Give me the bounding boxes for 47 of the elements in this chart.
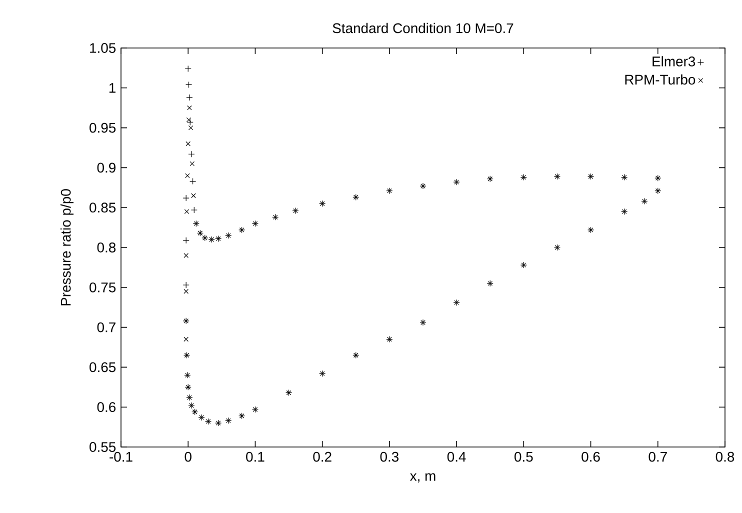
point — [188, 125, 194, 130]
x-tick-label: -0.1 — [110, 452, 132, 462]
y-tick-label: 0.55 — [90, 442, 116, 452]
point — [190, 206, 198, 214]
point — [184, 209, 190, 214]
point — [185, 81, 192, 88]
point — [191, 193, 196, 198]
point — [182, 282, 190, 288]
legend-label: RPM-Turbo — [625, 74, 696, 85]
y-tick-label: 0.8 — [97, 242, 116, 252]
x-axis-title: x, m — [410, 473, 436, 483]
y-tick-label: 0.65 — [90, 362, 116, 372]
y-tick-label: 1 — [109, 83, 116, 93]
point — [184, 288, 189, 294]
point — [186, 141, 191, 146]
y-tick-label: 0.7 — [97, 322, 116, 332]
x-tick-label: 0.2 — [313, 452, 332, 462]
point — [184, 336, 189, 342]
point — [186, 94, 193, 101]
point — [190, 161, 195, 166]
point — [184, 65, 192, 72]
point — [190, 178, 196, 185]
x-tick-label: 0 — [184, 452, 192, 462]
x-tick-label: 0.7 — [648, 452, 667, 462]
y-tick-label: 0.95 — [90, 122, 116, 133]
y-tick-label: 1.05 — [90, 43, 116, 53]
point — [187, 105, 192, 110]
point — [186, 117, 192, 122]
y-tick-label: 0.9 — [97, 162, 116, 173]
y-tick-label: 0.75 — [90, 282, 116, 292]
point — [182, 194, 190, 202]
x-tick-label: 0.6 — [582, 452, 600, 462]
x-tick-label: 0.8 — [716, 452, 734, 462]
y-tick-label: 0.85 — [90, 202, 116, 213]
x-tick-label: 0.5 — [514, 452, 533, 462]
point — [188, 150, 195, 158]
x-tick-label: 0.1 — [246, 452, 264, 462]
point — [186, 118, 194, 126]
x-tick-label: 0.4 — [447, 452, 466, 462]
point — [185, 173, 190, 178]
legend-label: Elmer3 — [652, 56, 696, 66]
chart-title: Standard Condition 10 M=0.7 — [332, 22, 514, 34]
y-tick-label: 0.6 — [97, 402, 116, 412]
point — [182, 237, 190, 244]
y-axis-title: Pressure ratio p/p0 — [60, 189, 74, 306]
point — [184, 253, 189, 258]
x-tick-label: 0.3 — [380, 452, 399, 462]
